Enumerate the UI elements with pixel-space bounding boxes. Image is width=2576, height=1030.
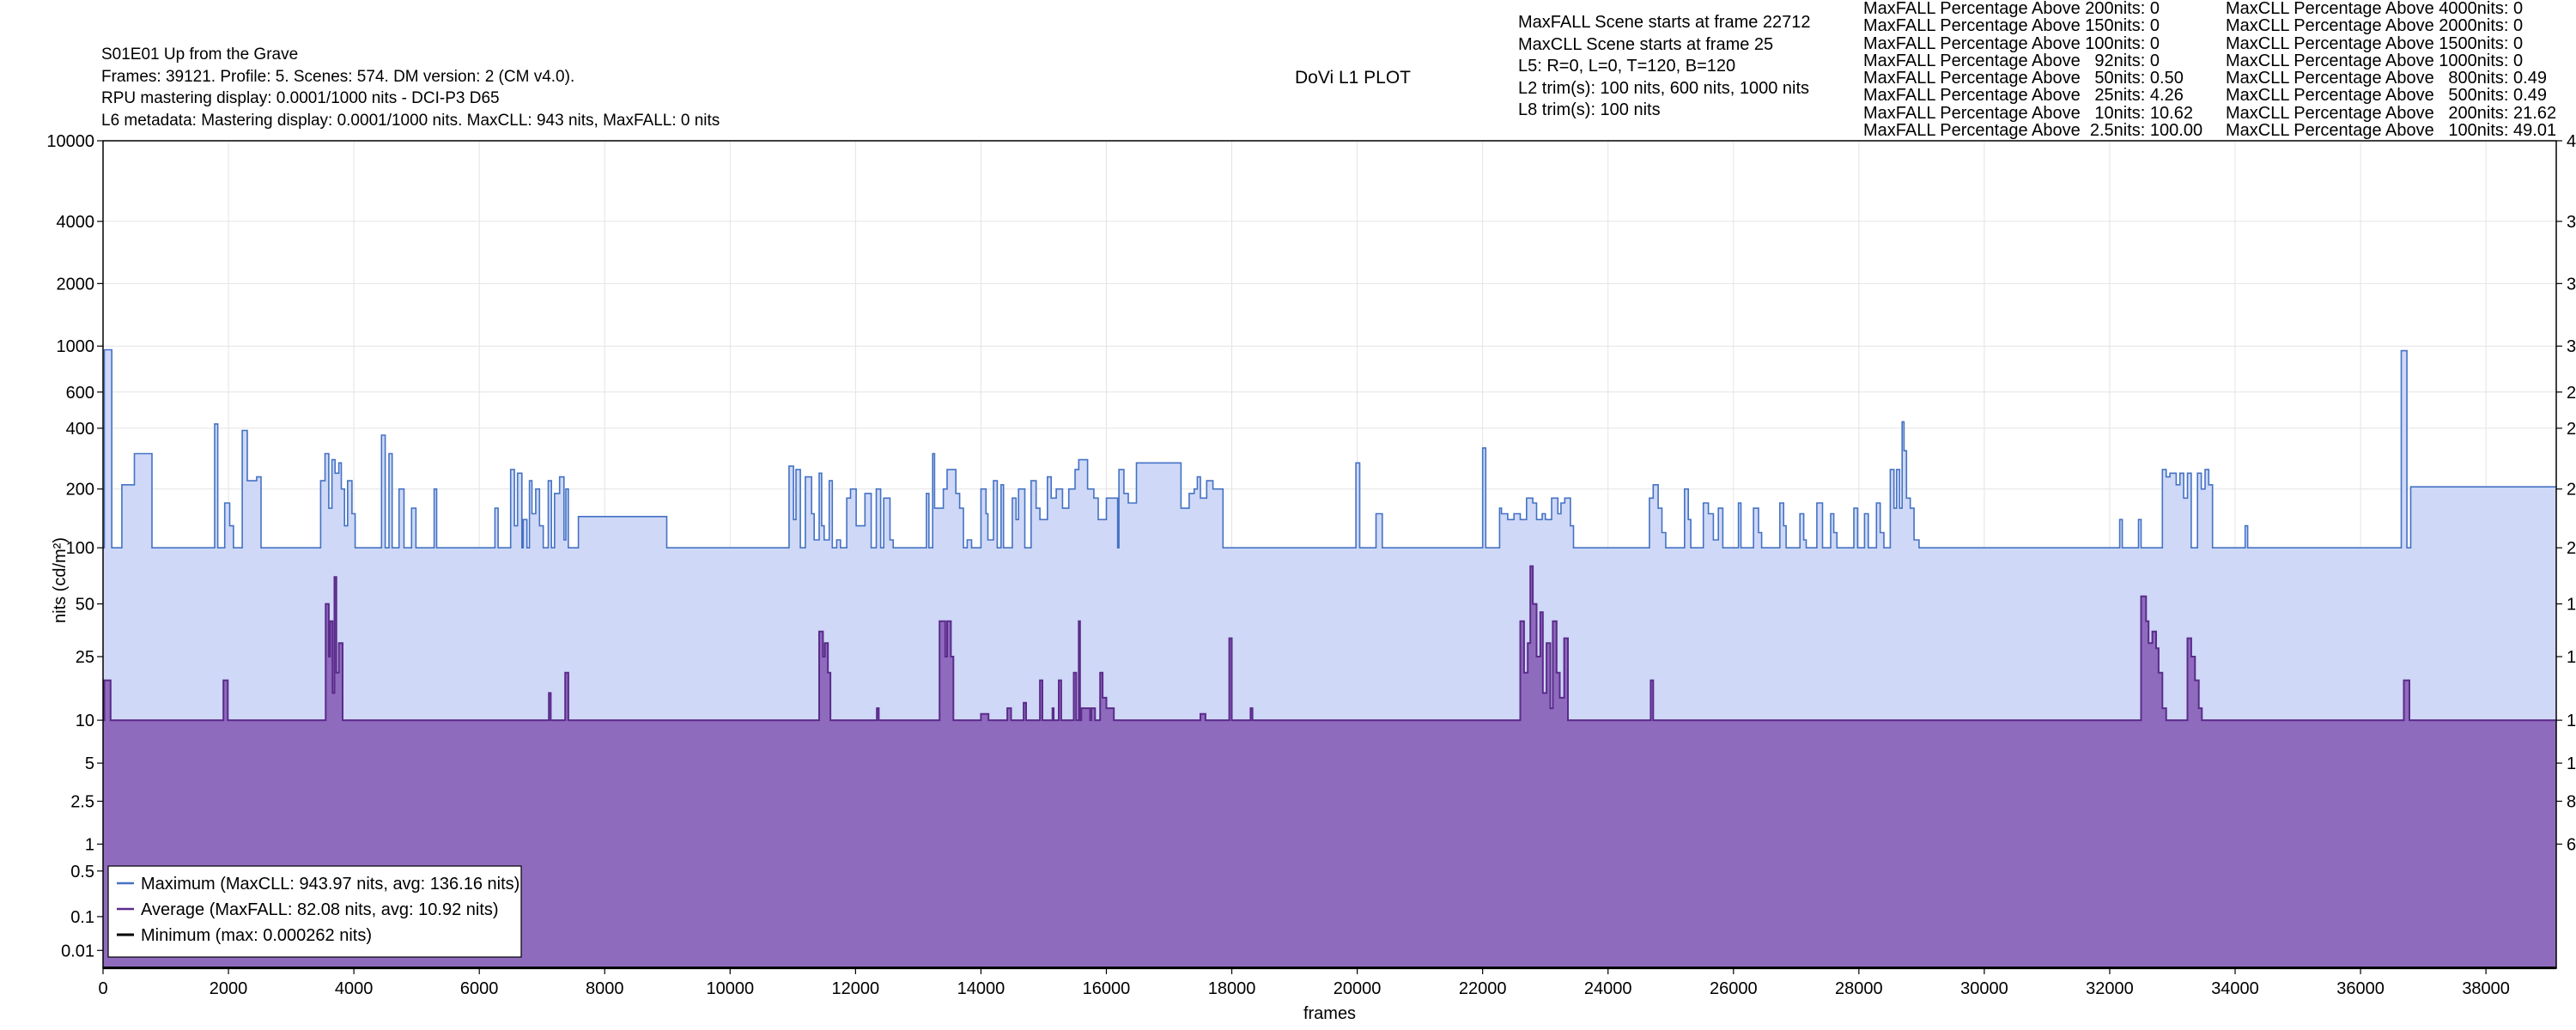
legend-label-min: Minimum (max: 0.000262 nits) xyxy=(141,926,372,945)
legend: Maximum (MaxCLL: 943.97 nits, avg: 136.1… xyxy=(107,865,522,958)
x-tick-label: 38000 xyxy=(2462,979,2510,998)
y-tick-label: 100 xyxy=(66,539,94,558)
y-tick-label: 2000 xyxy=(57,275,95,294)
series-line-max xyxy=(103,348,2556,549)
x-tick-label: 6000 xyxy=(460,979,499,998)
l6-metadata-info: L6 metadata: Mastering display: 0.0001/1… xyxy=(101,112,720,130)
pq-tick-label: 1542 xyxy=(2567,648,2576,667)
maxcll-stat: MaxCLL Percentage Above 1000nits: 0 xyxy=(2226,51,2524,70)
maxcll-stat: MaxCLL Percentage Above 200nits: 21.62 xyxy=(2226,103,2557,123)
info-line: L5: R=0, L=0, T=120, B=120 xyxy=(1518,57,1736,76)
maxcll-stat: MaxCLL Percentage Above 800nits: 0.49 xyxy=(2226,69,2547,88)
x-tick-label: 2000 xyxy=(210,979,248,998)
pq-tick-label: 2851 xyxy=(2567,384,2576,403)
x-tick-label: 14000 xyxy=(957,979,1005,998)
maxfall-stat: MaxFALL Percentage Above 25nits: 4.26 xyxy=(1863,86,2184,106)
maxfall-stat: MaxFALL Percentage Above 10nits: 10.62 xyxy=(1863,103,2193,123)
series-line-avg xyxy=(103,565,2556,722)
plot-title: DoVi L1 PLOT xyxy=(1295,68,1412,88)
y-tick-label: 5 xyxy=(85,754,94,773)
pq-tick-label: 1229 xyxy=(2567,712,2576,730)
y-tick-label: 10000 xyxy=(46,132,94,151)
y-tick-label: 25 xyxy=(76,648,94,667)
x-axis-label: frames xyxy=(1303,1004,1356,1023)
maxcll-stats-block: MaxCLL Percentage Above 4000nits: 0 MaxC… xyxy=(2226,0,2556,139)
pq-tick-label: 3696 xyxy=(2567,213,2576,232)
x-tick-label: 8000 xyxy=(586,979,624,998)
pq-tick-label: 4095 xyxy=(2567,132,2576,151)
y-tick-label: 2.5 xyxy=(70,792,94,811)
maxcll-stat: MaxCLL Percentage Above 2000nits: 0 xyxy=(2226,16,2524,36)
x-tick-label: 30000 xyxy=(1960,979,2008,998)
y-tick-label: 0.01 xyxy=(61,942,94,960)
plot-frame xyxy=(102,140,2557,969)
x-tick-label: 32000 xyxy=(2086,979,2134,998)
maxfall-stat: MaxFALL Percentage Above 150nits: 0 xyxy=(1863,16,2160,36)
scene-info-block: MaxFALL Scene starts at frame 22712 MaxC… xyxy=(1518,12,1811,122)
y-tick-label: 0.5 xyxy=(70,863,94,882)
x-tick-label: 18000 xyxy=(1208,979,1256,998)
pq-tick-label: 614 xyxy=(2567,835,2576,854)
x-tick-label: 10000 xyxy=(706,979,754,998)
y-tick-label: 1000 xyxy=(57,337,95,356)
frames-info: Frames: 39121. Profile: 5. Scenes: 574. … xyxy=(101,68,575,86)
y-axis-label: nits (cd/m²) xyxy=(51,537,70,623)
legend-label-avg: Average (MaxFALL: 82.08 nits, avg: 10.92… xyxy=(141,900,499,919)
x-tick-label: 36000 xyxy=(2336,979,2385,998)
info-line: L8 trim(s): 100 nits xyxy=(1518,100,1661,119)
y-tick-label: 50 xyxy=(76,596,94,615)
rpu-mastering-info: RPU mastering display: 0.0001/1000 nits … xyxy=(101,89,500,107)
legend-box xyxy=(107,865,522,958)
maxfall-stat: MaxFALL Percentage Above 100nits: 0 xyxy=(1863,33,2160,53)
y-tick-label: 0.1 xyxy=(70,908,94,927)
x-tick-label: 0 xyxy=(98,979,107,998)
x-tick-label: 16000 xyxy=(1083,979,1131,998)
y-tick-label: 1 xyxy=(85,835,94,854)
y-tick-label: 200 xyxy=(66,481,94,500)
series-area-avg xyxy=(103,566,2556,968)
pq-tick-label: 3079 xyxy=(2567,337,2576,356)
pq-tick-label: 2081 xyxy=(2567,539,2576,558)
x-tick-label: 22000 xyxy=(1459,979,1507,998)
y-tick-label: 400 xyxy=(66,420,94,439)
x-tick-label: 12000 xyxy=(832,979,880,998)
maxcll-stat: MaxCLL Percentage Above 500nits: 0.49 xyxy=(2226,86,2547,106)
pq-tick-label: 3388 xyxy=(2567,275,2576,294)
maxfall-stats-block: MaxFALL Percentage Above 200nits: 0 MaxF… xyxy=(1863,0,2202,139)
maxfall-stat: MaxFALL Percentage Above 50nits: 0.50 xyxy=(1863,69,2184,88)
info-line: MaxCLL Scene starts at frame 25 xyxy=(1518,34,1774,54)
maxcll-stat: MaxCLL Percentage Above 100nits: 49.01 xyxy=(2226,121,2557,141)
x-tick-label: 24000 xyxy=(1584,979,1632,998)
maxfall-stat: MaxFALL Percentage Above 2.5nits: 100.00 xyxy=(1863,121,2203,141)
x-tick-label: 26000 xyxy=(1710,979,1758,998)
x-tick-label: 20000 xyxy=(1334,979,1382,998)
episode-title: S01E01 Up from the Grave xyxy=(101,45,299,64)
x-tick-label: 28000 xyxy=(1835,979,1883,998)
y-tick-label: 600 xyxy=(66,384,94,403)
maxcll-stat: MaxCLL Percentage Above 4000nits: 0 xyxy=(2226,0,2524,18)
pq-tick-label: 2672 xyxy=(2567,420,2576,439)
x-tick-label: 34000 xyxy=(2211,979,2259,998)
pq-tick-label: 819 xyxy=(2567,792,2576,811)
pq-tick-label: 1015 xyxy=(2567,754,2576,773)
info-line: MaxFALL Scene starts at frame 22712 xyxy=(1518,13,1811,32)
info-line: L2 trim(s): 100 nits, 600 nits, 1000 nit… xyxy=(1518,78,1810,98)
y-tick-label: 4000 xyxy=(57,213,95,232)
maxfall-stat: MaxFALL Percentage Above 200nits: 0 xyxy=(1863,0,2160,18)
axis-ticks: 0 2000 4000 6000 8000 10000 12000 14000 16000 180… xyxy=(46,132,2576,998)
legend-label-max: Maximum (MaxCLL: 943.97 nits, avg: 136.1… xyxy=(141,875,519,894)
maxfall-stat: MaxFALL Percentage Above 92nits: 0 xyxy=(1863,51,2160,70)
y-tick-label: 10 xyxy=(76,712,94,730)
pq-tick-label: 2372 xyxy=(2567,481,2576,500)
maxcll-stat: MaxCLL Percentage Above 1500nits: 0 xyxy=(2226,33,2524,53)
pq-tick-label: 1803 xyxy=(2567,596,2576,615)
x-tick-label: 4000 xyxy=(335,979,374,998)
